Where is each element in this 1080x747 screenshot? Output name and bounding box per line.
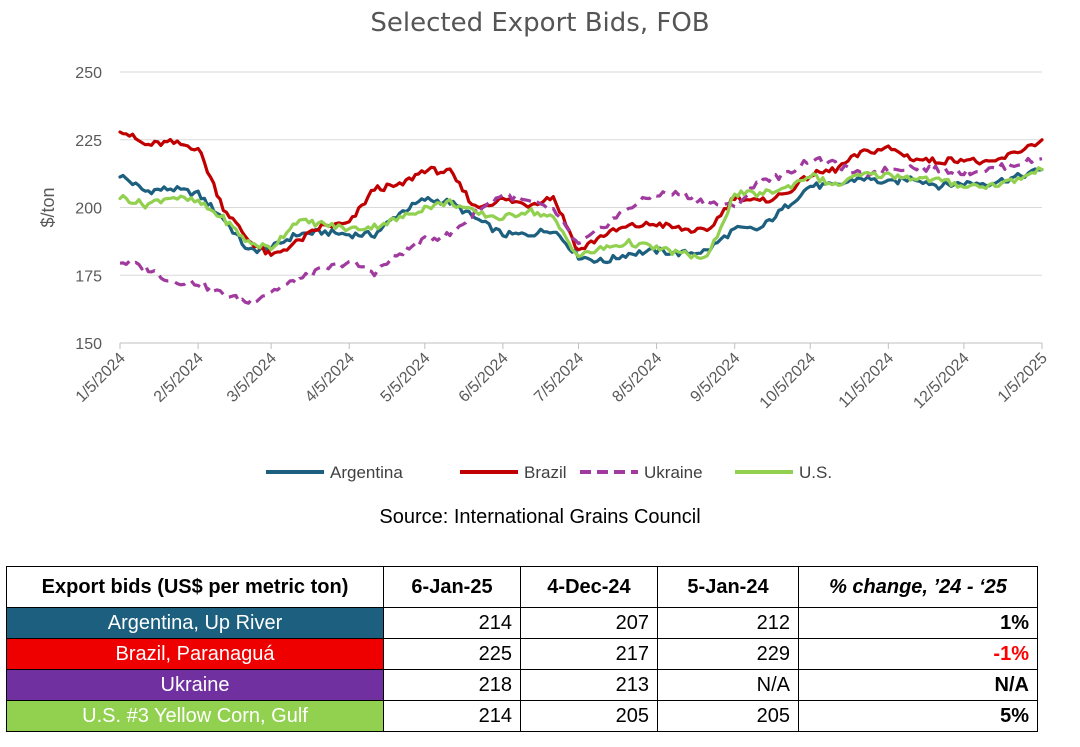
cell-value: 212: [657, 607, 799, 639]
series-line-brazil: [118, 130, 1044, 257]
export-bids-table: Export bids (US$ per metric ton) 6-Jan-2…: [6, 566, 1038, 732]
cell-value: N/A: [657, 669, 799, 701]
x-tick-label: 12/5/2024: [910, 350, 972, 412]
cell-value: 229: [657, 638, 799, 670]
line-chart: 150 175 200 225 250 1/5/2024 2/5/2024 3/5/2024 4…: [38, 65, 1051, 482]
cell-value: 225: [383, 638, 521, 670]
header-6-jan-25: 6-Jan-25: [383, 566, 521, 608]
chart-title: Selected Export Bids, FOB: [370, 8, 710, 38]
x-tick-label: 4/5/2024: [302, 350, 358, 406]
header-pct-change: % change, ’24 - ‘25: [798, 566, 1038, 608]
cell-value: 213: [520, 669, 658, 701]
legend-label: Ukraine: [644, 463, 703, 482]
row-label: Ukraine: [6, 669, 384, 701]
cell-value: 217: [520, 638, 658, 670]
y-tick-label: 250: [75, 65, 102, 82]
cell-value: 214: [383, 700, 521, 732]
row-label: U.S. #3 Yellow Corn, Gulf: [6, 700, 384, 732]
chart-area: Selected Export Bids, FOB 150 175 200 225 25…: [38, 8, 1051, 528]
legend-label: U.S.: [799, 463, 832, 482]
legend-label: Brazil: [524, 463, 567, 482]
cell-pct: 1%: [798, 607, 1038, 639]
legend-label: Argentina: [330, 463, 403, 482]
table-row-argentina: Argentina, Up River 214 207 212 1%: [6, 607, 1038, 639]
row-label: Brazil, Paranaguá: [6, 638, 384, 670]
x-tick-label: 1/5/2025: [995, 350, 1051, 406]
cell-value: 205: [657, 700, 799, 732]
y-tick-label: 225: [75, 133, 102, 150]
x-tick-label: 8/5/2024: [609, 350, 665, 406]
x-tick-label: 1/5/2024: [73, 350, 129, 406]
x-tick-label: 5/5/2024: [378, 350, 434, 406]
header-label: Export bids (US$ per metric ton): [6, 566, 384, 608]
y-tick-label: 175: [75, 268, 102, 285]
y-tick-label: 200: [75, 201, 102, 218]
series-line-us: [118, 166, 1044, 260]
table-row-ukraine: Ukraine 218 213 N/A N/A: [6, 669, 1038, 701]
y-axis-label: $/ton: [38, 187, 58, 227]
cell-pct: 5%: [798, 700, 1038, 732]
table-header-row: Export bids (US$ per metric ton) 6-Jan-2…: [6, 566, 1038, 608]
header-4-dec-24: 4-Dec-24: [520, 566, 658, 608]
series-line-ukraine: [119, 155, 1043, 305]
header-5-jan-24: 5-Jan-24: [657, 566, 799, 608]
cell-value: 218: [383, 669, 521, 701]
y-tick-label: 150: [75, 336, 102, 353]
cell-pct: N/A: [798, 669, 1038, 701]
x-tick-label: 10/5/2024: [757, 350, 819, 412]
x-tick-label: 11/5/2024: [836, 350, 898, 412]
x-tick-label: 2/5/2024: [151, 350, 207, 406]
x-tick-label: 7/5/2024: [531, 350, 587, 406]
cell-value: 207: [520, 607, 658, 639]
cell-value: 205: [520, 700, 658, 732]
cell-value: 214: [383, 607, 521, 639]
table-row-brazil: Brazil, Paranaguá 225 217 229 -1%: [6, 638, 1038, 670]
cell-pct: -1%: [798, 638, 1038, 670]
x-tick-label: 3/5/2024: [224, 350, 280, 406]
x-tick-label: 6/5/2024: [456, 350, 512, 406]
row-label: Argentina, Up River: [6, 607, 384, 639]
table-row-us: U.S. #3 Yellow Corn, Gulf 214 205 205 5%: [6, 700, 1038, 732]
source-note: Source: International Grains Council: [379, 506, 701, 528]
x-tick-label: 9/5/2024: [687, 350, 743, 406]
